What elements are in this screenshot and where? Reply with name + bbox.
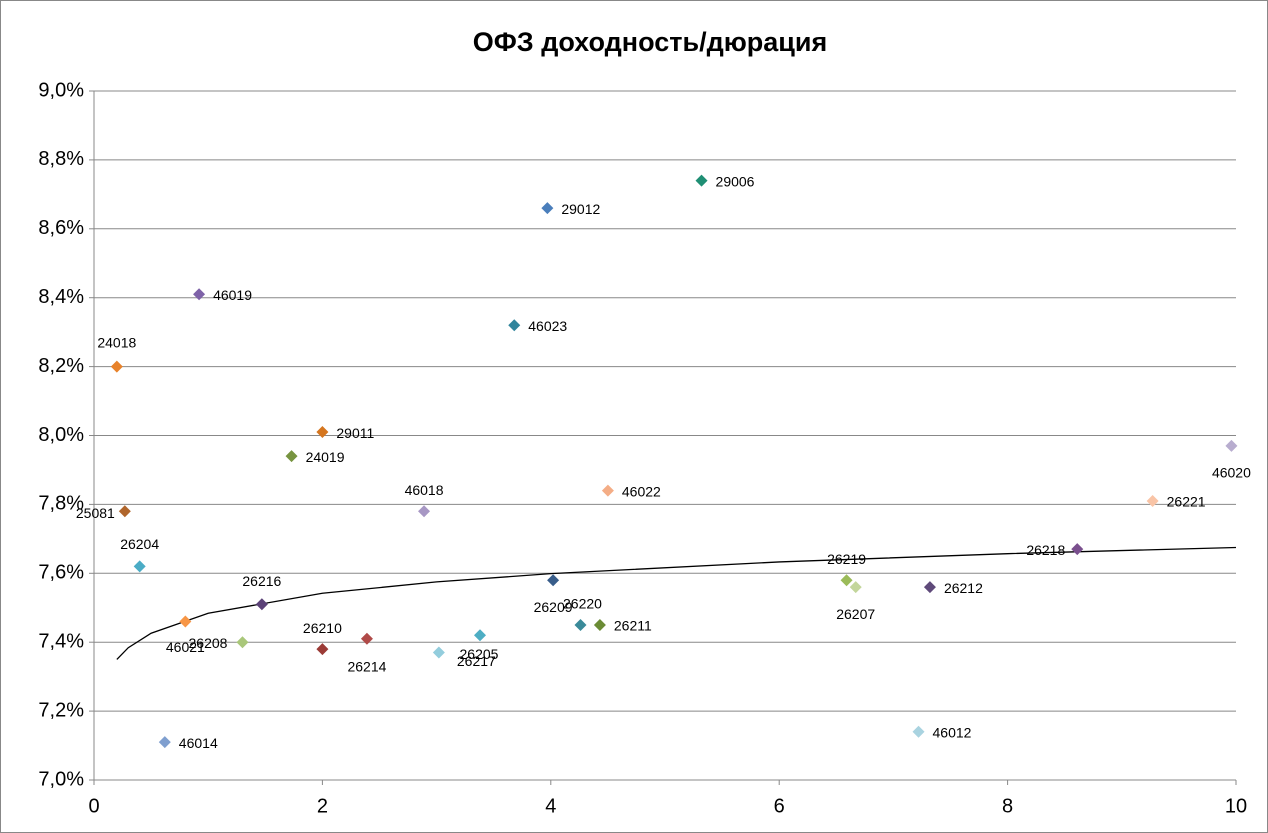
y-tick-label: 8,2% xyxy=(38,355,84,377)
point-label: 26216 xyxy=(242,573,281,589)
point-label: 26214 xyxy=(347,658,386,674)
point xyxy=(360,632,373,645)
point xyxy=(912,725,925,738)
point xyxy=(593,618,606,631)
point xyxy=(508,319,521,332)
chart-title: ОФЗ доходность/дюрация xyxy=(473,27,827,57)
point-label: 26211 xyxy=(614,618,652,634)
point xyxy=(541,202,554,215)
point-label: 26212 xyxy=(944,580,983,596)
point xyxy=(118,505,131,518)
point xyxy=(236,636,249,649)
y-tick-label: 7,4% xyxy=(38,630,84,652)
point xyxy=(316,643,329,656)
point-label: 46014 xyxy=(179,735,218,751)
point xyxy=(473,629,486,642)
point xyxy=(110,360,123,373)
point-label: 26217 xyxy=(457,653,496,669)
x-tick-label: 0 xyxy=(88,795,99,817)
point-label: 24018 xyxy=(97,334,136,350)
point-label: 46012 xyxy=(933,724,972,740)
point-label: 29012 xyxy=(561,201,600,217)
point xyxy=(601,484,614,497)
x-tick-label: 10 xyxy=(1225,795,1247,817)
point xyxy=(255,598,268,611)
point-label: 26207 xyxy=(836,606,875,622)
point xyxy=(1225,439,1238,452)
point xyxy=(547,574,560,587)
point-label: 26208 xyxy=(189,635,228,651)
point xyxy=(133,560,146,573)
point xyxy=(849,581,862,594)
point-label: 26219 xyxy=(827,551,866,567)
y-tick-label: 8,0% xyxy=(38,424,84,446)
point xyxy=(158,736,171,749)
x-tick-label: 8 xyxy=(1002,795,1013,817)
point xyxy=(193,288,206,301)
y-tick-label: 8,4% xyxy=(38,286,84,308)
point xyxy=(695,174,708,187)
point-label: 46020 xyxy=(1212,465,1251,481)
point xyxy=(923,581,936,594)
y-tick-label: 8,6% xyxy=(38,217,84,239)
point-label: 46023 xyxy=(528,318,567,334)
point xyxy=(432,646,445,659)
y-tick-label: 9,0% xyxy=(38,79,84,101)
point xyxy=(418,505,431,518)
y-tick-label: 7,6% xyxy=(38,562,84,584)
point-label: 25081 xyxy=(76,505,115,521)
point-label: 26205 xyxy=(460,646,499,662)
point-label: 29011 xyxy=(336,425,374,441)
point xyxy=(1146,494,1159,507)
point-label: 46019 xyxy=(213,287,252,303)
point-label: 26210 xyxy=(303,620,342,636)
x-tick-label: 2 xyxy=(317,795,328,817)
point xyxy=(316,426,329,439)
point-label: 29006 xyxy=(716,173,755,189)
point-label: 46022 xyxy=(622,483,661,499)
point-label: 46018 xyxy=(405,482,444,498)
point xyxy=(1071,543,1084,556)
y-tick-label: 7,8% xyxy=(38,493,84,515)
point-label: 26220 xyxy=(563,596,602,612)
point xyxy=(285,450,298,463)
point xyxy=(840,574,853,587)
point-label: 24019 xyxy=(306,449,345,465)
trendline xyxy=(116,546,1237,660)
x-tick-label: 6 xyxy=(774,795,785,817)
point-label: 26209 xyxy=(534,599,573,615)
point-label: 26218 xyxy=(1026,542,1065,558)
point-label: 46021 xyxy=(166,639,205,655)
y-tick-label: 8,8% xyxy=(38,148,84,170)
point xyxy=(574,618,587,631)
point-label: 26221 xyxy=(1167,494,1206,510)
x-tick-label: 4 xyxy=(545,795,556,817)
y-tick-label: 7,0% xyxy=(38,768,84,790)
point xyxy=(179,615,192,628)
y-tick-label: 7,2% xyxy=(38,699,84,721)
point-label: 26204 xyxy=(120,536,159,552)
